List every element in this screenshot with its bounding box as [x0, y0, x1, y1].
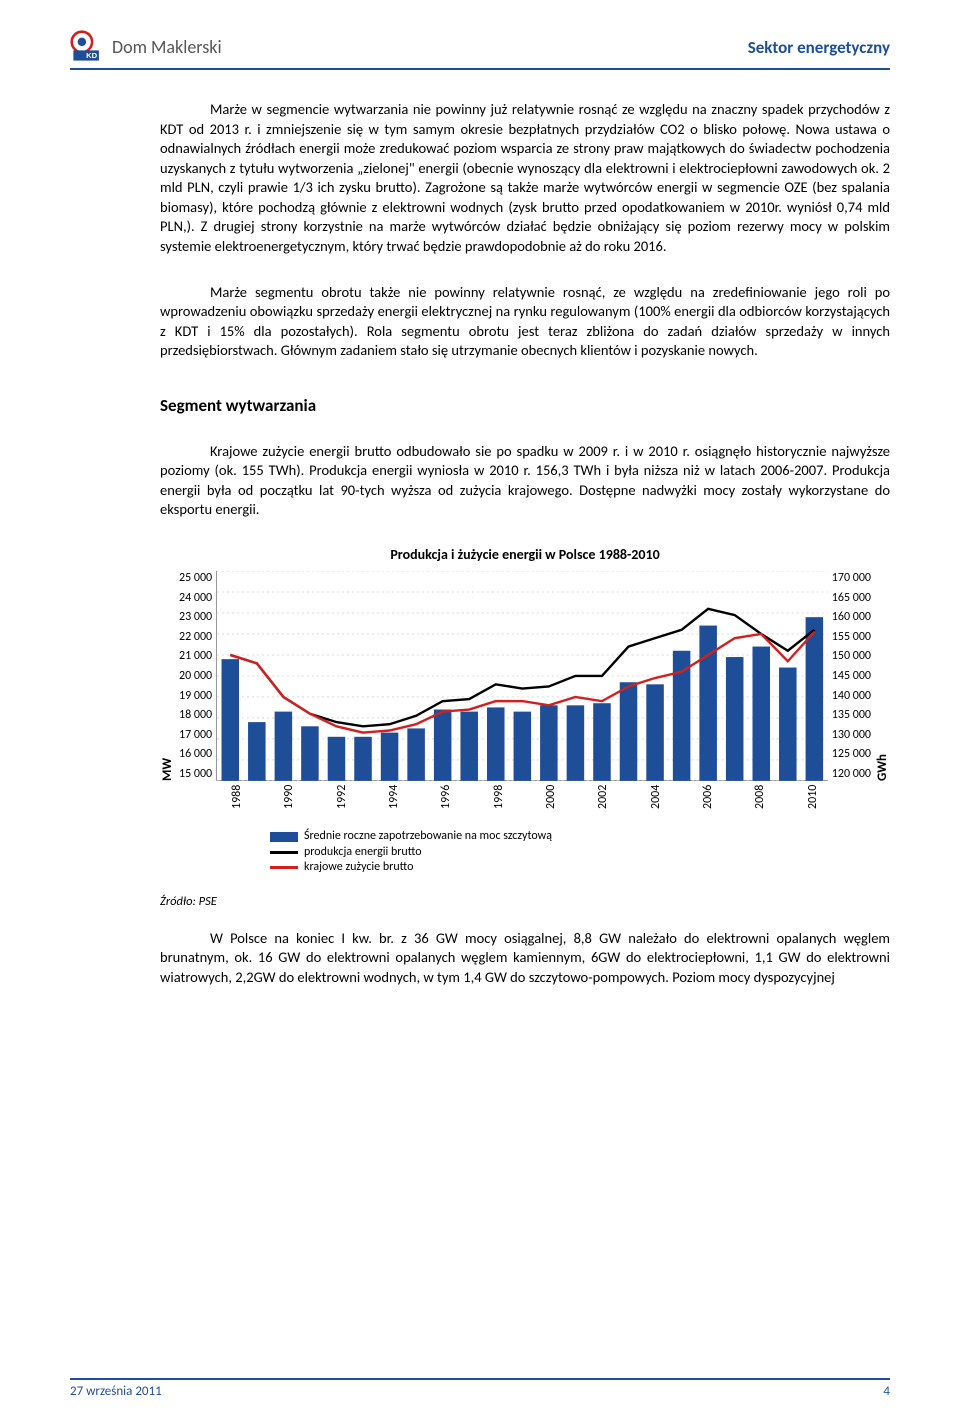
chart-title: Produkcja i żużycie energii w Polsce 198…	[160, 546, 890, 563]
chart-plot-area	[216, 571, 828, 781]
page-footer: 27 września 2011 4	[70, 1378, 890, 1399]
logo-text: Dom Maklerski	[112, 36, 222, 58]
pko-logo-icon: KD	[70, 30, 104, 64]
logo-block: KD Dom Maklerski	[70, 30, 222, 64]
legend-line-black-icon	[270, 851, 298, 854]
legend-line-red-icon	[270, 866, 298, 869]
svg-text:KD: KD	[86, 51, 98, 60]
sector-label: Sektor energetyczny	[748, 37, 890, 58]
legend-bars-label: Średnie roczne zapotrzebowanie na moc sz…	[304, 829, 552, 845]
legend-prod: produkcja energii brutto	[270, 845, 890, 861]
paragraph-2: Marże segmentu obrotu także nie powinny …	[160, 283, 890, 361]
footer-page: 4	[883, 1384, 890, 1399]
legend-bar-icon	[270, 832, 298, 842]
section-title: Segment wytwarzania	[160, 395, 890, 416]
legend-cons-label: krajowe zużycie brutto	[304, 860, 413, 876]
chart-legend: Średnie roczne zapotrzebowanie na moc sz…	[270, 829, 890, 876]
y-right-label: GWh	[875, 571, 890, 781]
y-right-ticks: 170 000165 000160 000155 000150 000145 0…	[828, 571, 871, 781]
page-header: KD Dom Maklerski Sektor energetyczny	[70, 30, 890, 70]
energy-chart: Produkcja i żużycie energii w Polsce 198…	[160, 546, 890, 876]
chart-source: Źródło: PSE	[160, 894, 890, 909]
x-ticks: 1988199019921994199619982000200220042006…	[224, 785, 826, 821]
footer-date: 27 września 2011	[70, 1384, 162, 1399]
paragraph-3: Krajowe zużycie energii brutto odbudował…	[160, 442, 890, 520]
paragraph-1: Marże w segmencie wytwarzania nie powinn…	[160, 100, 890, 257]
y-left-ticks: 25 00024 00023 00022 00021 00020 00019 0…	[179, 571, 216, 781]
legend-prod-label: produkcja energii brutto	[304, 845, 422, 861]
legend-bars: Średnie roczne zapotrzebowanie na moc sz…	[270, 829, 890, 845]
legend-cons: krajowe zużycie brutto	[270, 860, 890, 876]
paragraph-4: W Polsce na koniec I kw. br. z 36 GW moc…	[160, 929, 890, 988]
y-left-label: MW	[160, 571, 175, 781]
